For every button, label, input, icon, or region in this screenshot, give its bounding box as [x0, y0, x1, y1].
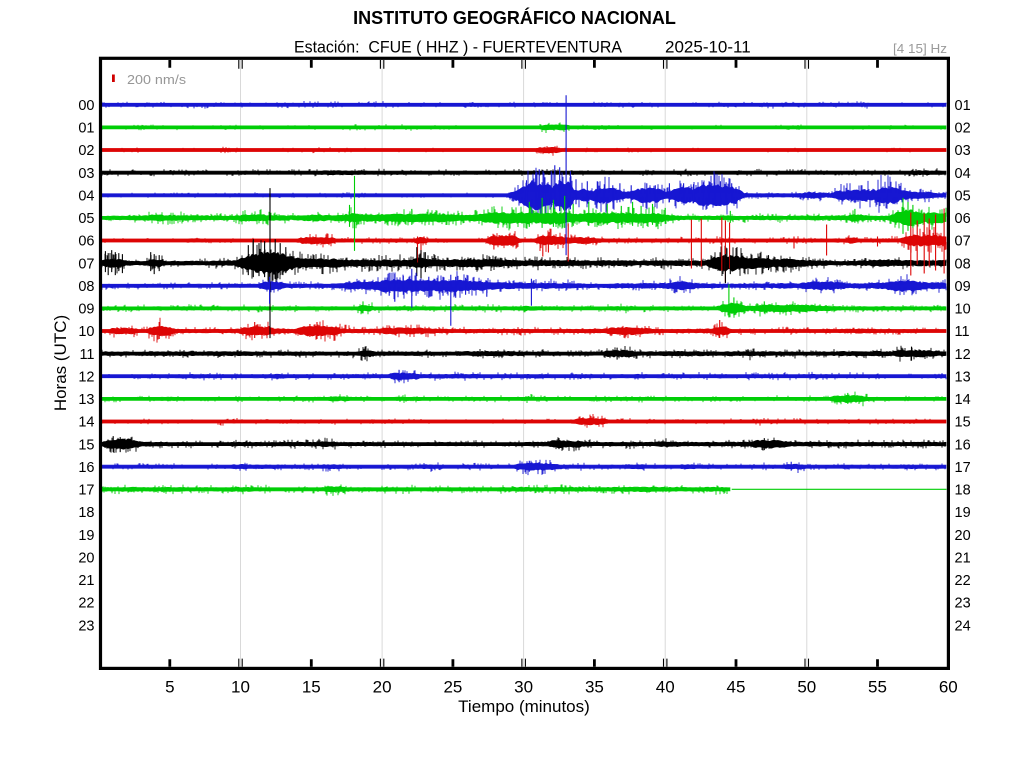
svg-text:05: 05: [955, 189, 971, 205]
svg-text:02: 02: [78, 143, 94, 159]
svg-text:35: 35: [585, 678, 604, 697]
svg-text:Horas (UTC): Horas (UTC): [51, 315, 70, 411]
svg-text:45: 45: [727, 678, 746, 697]
svg-text:11: 11: [79, 347, 94, 363]
svg-text:02: 02: [955, 121, 971, 137]
svg-text:09: 09: [955, 279, 971, 295]
svg-text:12: 12: [78, 369, 94, 385]
svg-text:19: 19: [955, 505, 971, 521]
svg-text:17: 17: [955, 460, 971, 476]
svg-text:20: 20: [955, 528, 971, 544]
svg-text:23: 23: [955, 596, 971, 612]
svg-text:03: 03: [78, 166, 94, 182]
svg-text:15: 15: [78, 437, 94, 453]
svg-text:21: 21: [955, 550, 971, 566]
svg-text:00: 00: [78, 98, 94, 114]
svg-text:18: 18: [78, 505, 94, 521]
svg-text:55: 55: [868, 678, 887, 697]
svg-text:20: 20: [78, 550, 94, 566]
svg-text:01: 01: [78, 121, 94, 137]
svg-text:06: 06: [955, 211, 971, 227]
svg-text:09: 09: [78, 302, 94, 318]
svg-text:05: 05: [78, 211, 94, 227]
svg-text:25: 25: [443, 678, 462, 697]
svg-text:Tiempo (minutos): Tiempo (minutos): [458, 697, 590, 716]
svg-text:15: 15: [955, 415, 971, 431]
svg-text:Estación: CFUE ( HHZ ) - FUER: Estación: CFUE ( HHZ ) - FUERTEVENTURA: [294, 38, 623, 57]
svg-text:200 nm/s: 200 nm/s: [127, 72, 187, 87]
svg-text:07: 07: [955, 234, 971, 250]
svg-text:2025-10-11: 2025-10-11: [665, 38, 751, 57]
svg-text:INSTITUTO GEOGRÁFICO NACIONAL: INSTITUTO GEOGRÁFICO NACIONAL: [353, 7, 676, 28]
svg-text:10: 10: [955, 302, 971, 318]
svg-text:03: 03: [955, 143, 971, 159]
svg-text:13: 13: [78, 392, 94, 408]
svg-text:08: 08: [78, 279, 94, 295]
svg-text:5: 5: [165, 678, 174, 697]
svg-text:16: 16: [78, 460, 94, 476]
svg-text:19: 19: [78, 528, 94, 544]
svg-text:20: 20: [373, 678, 392, 697]
svg-text:11: 11: [955, 324, 970, 340]
svg-text:14: 14: [955, 392, 971, 408]
svg-text:07: 07: [78, 256, 94, 272]
svg-text:18: 18: [955, 483, 971, 499]
svg-text:06: 06: [78, 234, 94, 250]
svg-text:24: 24: [955, 618, 971, 634]
svg-text:10: 10: [231, 678, 250, 697]
svg-text:04: 04: [78, 189, 94, 205]
svg-text:50: 50: [797, 678, 816, 697]
svg-text:23: 23: [78, 618, 94, 634]
svg-text:21: 21: [78, 573, 94, 589]
svg-text:01: 01: [955, 98, 971, 114]
svg-text:30: 30: [514, 678, 533, 697]
svg-text:08: 08: [955, 256, 971, 272]
svg-text:22: 22: [78, 596, 94, 612]
svg-text:16: 16: [955, 437, 971, 453]
svg-text:15: 15: [302, 678, 321, 697]
svg-text:17: 17: [78, 483, 94, 499]
svg-text:[4 15] Hz: [4 15] Hz: [893, 41, 947, 56]
svg-text:13: 13: [955, 369, 971, 385]
svg-text:14: 14: [78, 415, 94, 431]
svg-text:10: 10: [78, 324, 94, 340]
svg-text:04: 04: [955, 166, 971, 182]
svg-text:12: 12: [955, 347, 971, 363]
svg-text:60: 60: [939, 678, 958, 697]
svg-text:40: 40: [656, 678, 675, 697]
svg-text:22: 22: [955, 573, 971, 589]
